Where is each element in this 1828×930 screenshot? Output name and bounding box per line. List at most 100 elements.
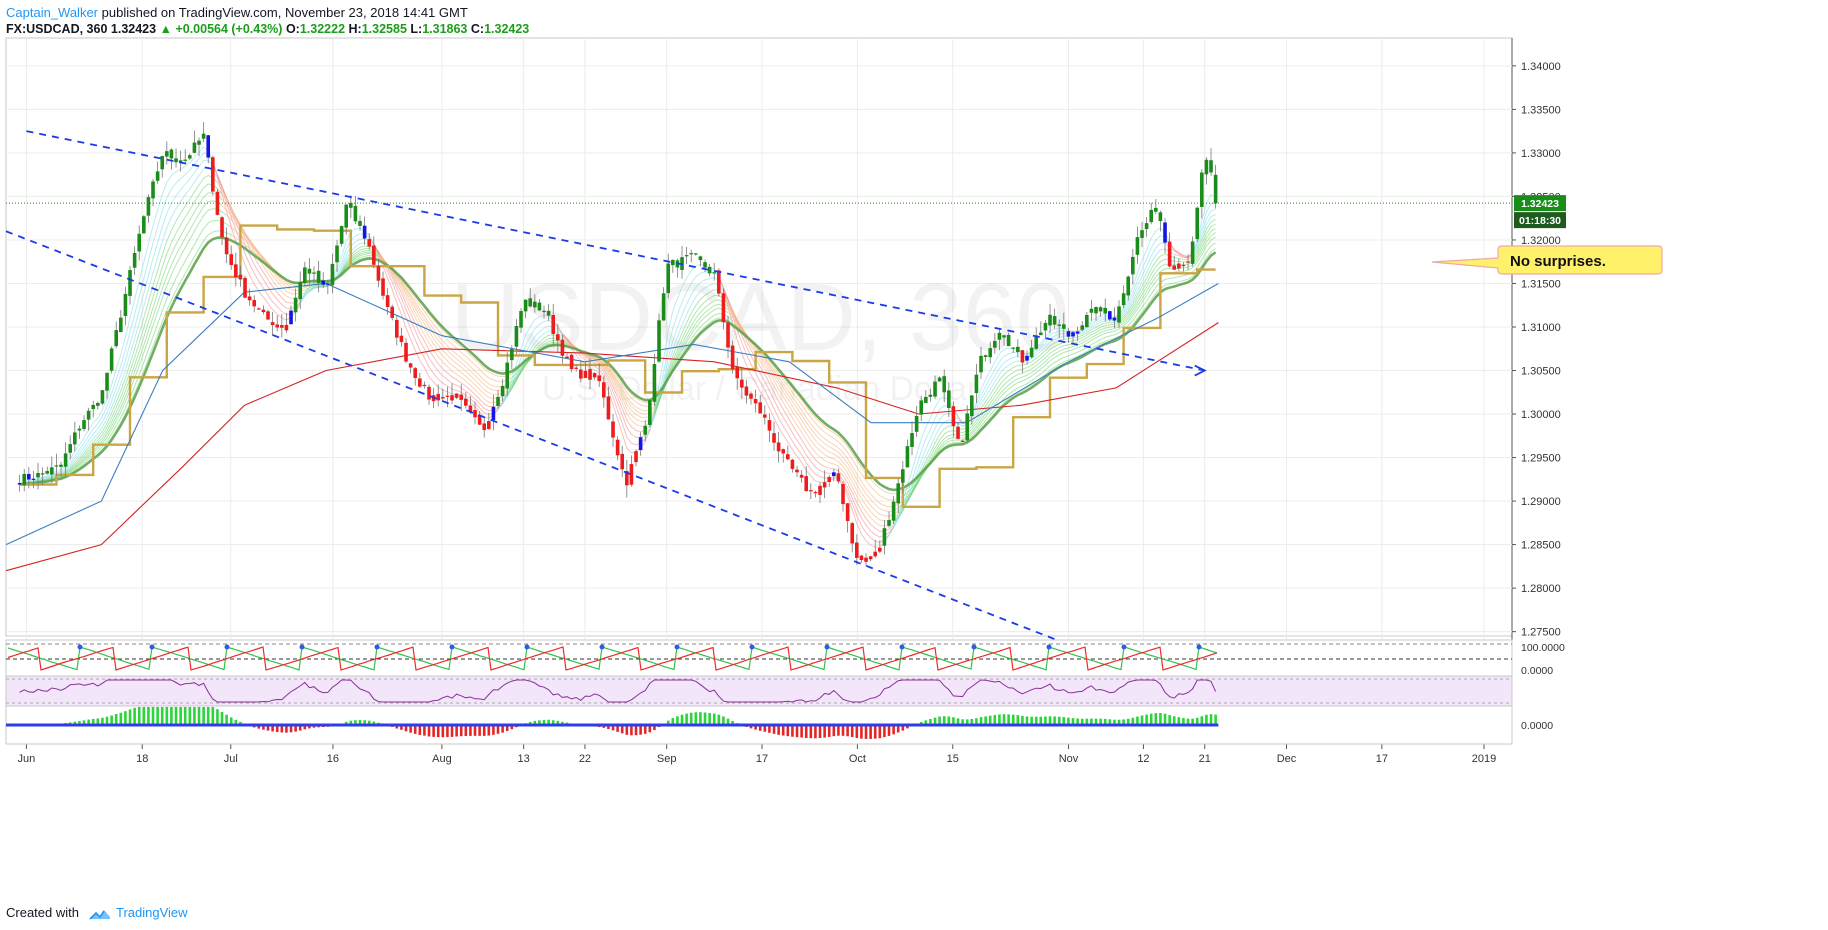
ema-ribbon-line (727, 306, 899, 517)
histogram-bar (777, 725, 780, 735)
y-tick-label: 1.33500 (1521, 104, 1561, 116)
candle-body (652, 364, 657, 402)
osc-tick-label: 100.0000 (1521, 642, 1565, 654)
candle-body (77, 428, 82, 431)
histogram-bar (239, 721, 242, 725)
histogram-bar (1094, 718, 1098, 725)
histogram-bar (147, 707, 150, 725)
histogram-bar (754, 725, 757, 730)
candle-body (528, 298, 533, 307)
ema-ribbon-line (897, 227, 1216, 512)
rsi-line (19, 679, 1217, 703)
histogram-bar (827, 725, 831, 737)
histogram-bar (722, 716, 725, 725)
histogram-bar (947, 716, 951, 725)
candle-body (1213, 174, 1218, 204)
candle-body (836, 473, 841, 482)
histogram-bar (1057, 716, 1061, 725)
candle-body (1195, 207, 1200, 240)
candle-body (606, 396, 611, 420)
candle-body (698, 256, 703, 261)
candle-body (707, 266, 712, 274)
candle-body (928, 394, 933, 397)
trend-line-1 (26, 130, 1205, 372)
candle-body (188, 155, 192, 159)
candle-body (565, 356, 569, 359)
candle-body (781, 449, 786, 454)
ema-ribbon-line (378, 255, 508, 392)
ema-ribbon-line (378, 252, 503, 404)
histogram-bar (441, 725, 445, 738)
histogram-bar (496, 725, 500, 734)
candle-body (901, 469, 905, 483)
candle-body (523, 299, 528, 312)
candle-body (703, 262, 707, 268)
candle-body (1048, 314, 1052, 326)
osc-dot (224, 644, 230, 650)
candle-body (960, 440, 965, 442)
histogram-bar (942, 716, 946, 725)
histogram-bar (823, 725, 826, 738)
histogram-bar (528, 721, 532, 725)
candle-body (1163, 222, 1167, 243)
histogram-bar (202, 707, 205, 725)
ema-ribbon-line (966, 248, 1175, 425)
candle-body (638, 437, 643, 451)
candle-body (684, 255, 689, 257)
candle-body (942, 376, 947, 393)
candle-body (261, 309, 266, 313)
histogram-bar (781, 725, 785, 736)
histogram-bar (956, 718, 960, 725)
histogram-bar (133, 707, 136, 725)
candle-body (31, 478, 36, 480)
candle-body (505, 362, 510, 389)
tradingview-link[interactable]: TradingView (116, 905, 188, 920)
histogram-bar (846, 725, 849, 737)
histogram-bar (372, 721, 376, 725)
histogram-bar (717, 714, 721, 725)
histogram-bar (510, 725, 514, 730)
candle-body (247, 296, 252, 301)
histogram-bar (303, 725, 307, 730)
histogram-bar (676, 716, 679, 725)
histogram-bar (804, 725, 808, 739)
candle-body (767, 420, 772, 431)
candle-body (827, 477, 832, 482)
candle-body (123, 293, 128, 317)
open-label: O: (285, 22, 300, 36)
candle-body (533, 301, 537, 308)
candle-body (1066, 331, 1071, 337)
candle-body (307, 268, 312, 274)
candle-body (1204, 159, 1209, 175)
author-link[interactable]: Captain_Walker (6, 5, 99, 20)
histogram-bar (758, 725, 762, 731)
candle-body (648, 400, 652, 425)
change-value: +0.00564 (+0.43%) (175, 22, 283, 36)
candle-body (473, 410, 477, 418)
histogram-bar (961, 719, 964, 725)
candle-body (422, 384, 427, 387)
x-tick-label: Sep (657, 753, 677, 765)
osc-tick-label: 0.0000 (1521, 665, 1553, 677)
candle-body (500, 385, 505, 397)
candle-body (740, 379, 744, 388)
histogram-bar (1145, 714, 1148, 725)
histogram-bar (1209, 714, 1213, 725)
osc-red-line (7, 646, 1218, 671)
histogram-bar (1030, 716, 1033, 725)
candle-body (169, 149, 174, 159)
histogram-bar (487, 725, 491, 736)
histogram-bar (308, 725, 311, 729)
candle-body (40, 473, 45, 475)
histogram-bar (183, 707, 187, 725)
histogram-bar (887, 725, 891, 736)
histogram-bar (699, 712, 702, 725)
candles-group (17, 121, 1218, 566)
candle-body (1011, 347, 1016, 349)
ema-ribbon-line (718, 275, 835, 483)
histogram-bar (404, 725, 408, 732)
osc-dot (524, 644, 530, 650)
histogram-bar (1177, 717, 1181, 725)
candle-body (924, 396, 928, 403)
